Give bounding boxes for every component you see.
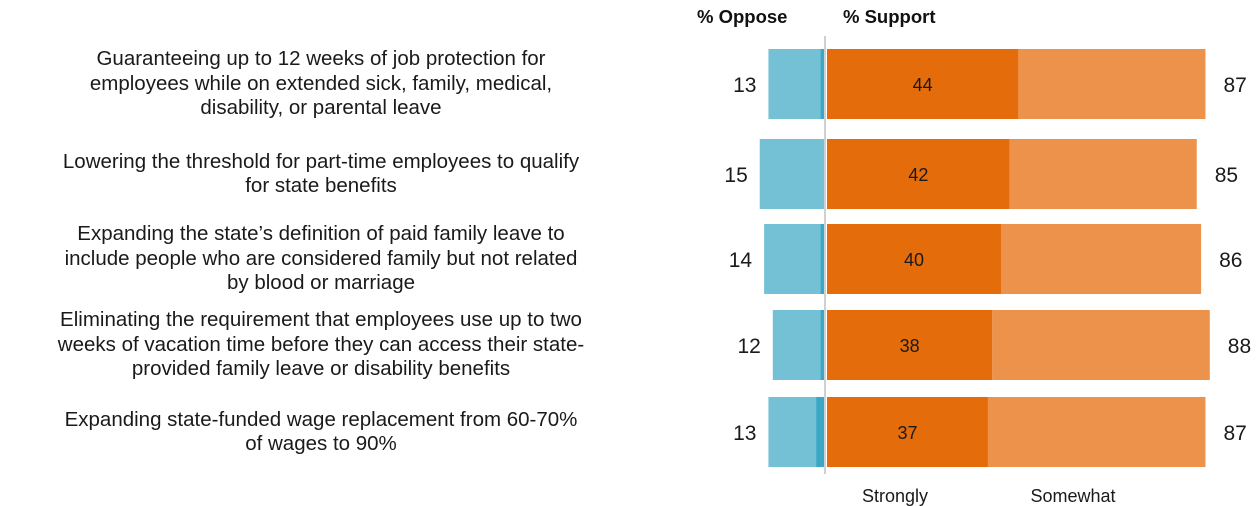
support-strongly-value: 42 (908, 165, 928, 185)
category-label: Guaranteeing up to 12 weeks of job prote… (0, 47, 646, 121)
oppose-bar (772, 310, 825, 380)
support-total-value: 87 (1223, 422, 1246, 445)
legend-strongly: Strongly (862, 486, 928, 506)
oppose-bar (764, 224, 825, 294)
category-label-line: of wages to 90% (245, 432, 397, 455)
support-header: % Support (843, 6, 936, 27)
category-label-line: disability, or parental leave (200, 96, 442, 120)
support-somewhat-bar (987, 397, 1206, 467)
category-label-line: employees while on extended sick, family… (89, 71, 553, 95)
support-somewhat-bar (1018, 49, 1206, 119)
support-strongly-bar (827, 224, 1001, 294)
legend-somewhat: Somewhat (1030, 486, 1115, 506)
oppose-strongly-bar (816, 397, 825, 467)
category-label-line: weeks of vacation time before they can a… (57, 332, 585, 356)
category-label-line: Lowering the threshold for part-time emp… (62, 149, 580, 173)
support-somewhat-bar (992, 310, 1210, 380)
oppose-total-value: 14 (729, 249, 753, 272)
category-label: Lowering the threshold for part-time emp… (0, 150, 646, 199)
support-strongly-bar (827, 397, 988, 467)
oppose-total-value: 15 (724, 164, 747, 187)
category-label-line: provided family leave or disability bene… (131, 357, 511, 381)
oppose-strongly-bar (820, 49, 825, 119)
support-somewhat-bar (1009, 139, 1197, 209)
support-total-value: 88 (1228, 335, 1251, 358)
oppose-strongly-bar (820, 224, 825, 294)
category-label-line: by blood or marriage (226, 271, 415, 295)
category-label-line: for state benefits (245, 174, 397, 197)
oppose-header: % Oppose (697, 6, 788, 27)
support-total-value: 87 (1223, 74, 1246, 97)
category-label: Expanding the state’s definition of paid… (0, 222, 646, 296)
category-label-line: Expanding the state’s definition of paid… (77, 222, 565, 246)
oppose-total-value: 12 (737, 335, 760, 358)
oppose-strongly-bar (820, 310, 825, 380)
category-label-line: Expanding state-funded wage replacement … (64, 407, 578, 431)
support-strongly-bar (827, 310, 993, 380)
oppose-bar (768, 49, 825, 119)
oppose-bar (768, 397, 825, 467)
support-somewhat-bar (1001, 224, 1202, 294)
category-label: Expanding state-funded wage replacement … (0, 408, 646, 457)
support-strongly-value: 44 (913, 75, 933, 95)
oppose-total-value: 13 (733, 422, 756, 445)
category-label-line: include people who are considered family… (64, 246, 578, 270)
support-strongly-value: 40 (904, 250, 924, 270)
support-total-value: 86 (1219, 249, 1242, 272)
support-strongly-value: 38 (900, 336, 920, 356)
oppose-bar (759, 139, 825, 209)
category-label-line: Guaranteeing up to 12 weeks of job prote… (96, 47, 546, 71)
support-strongly-bar (827, 49, 1019, 119)
category-label: Eliminating the requirement that employe… (0, 308, 646, 382)
support-total-value: 85 (1215, 164, 1238, 187)
support-strongly-value: 37 (897, 423, 917, 443)
support-strongly-bar (827, 139, 1010, 209)
category-label-line: Eliminating the requirement that employe… (60, 308, 582, 332)
oppose-total-value: 13 (733, 74, 756, 97)
